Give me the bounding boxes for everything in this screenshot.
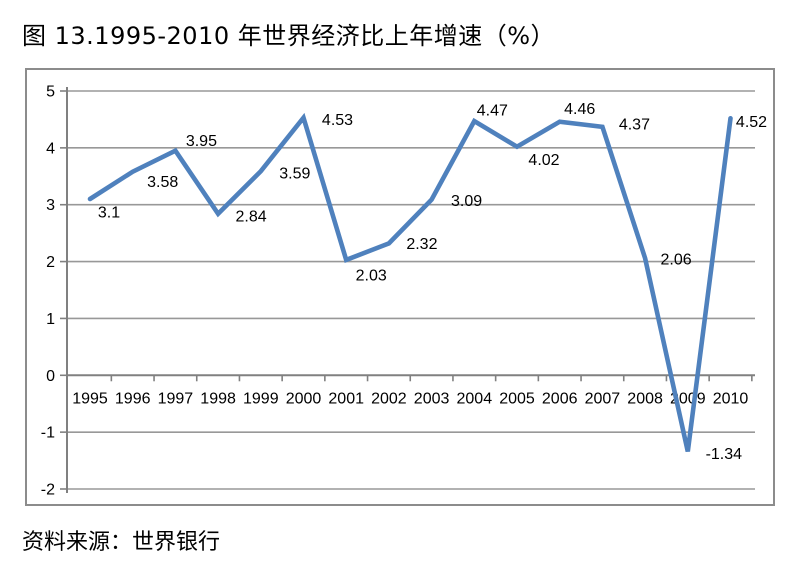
x-axis-year-label: 2007 xyxy=(585,390,621,407)
x-axis-year-label: 2006 xyxy=(542,390,578,407)
data-point-label: -1.34 xyxy=(706,446,743,463)
data-point-label: 4.47 xyxy=(477,103,508,120)
line-chart: -2 -1 0 1 2 3 4 5 1995 1996 1997 1998 1999 2000 2001 20… xyxy=(41,84,767,499)
data-point-label: 3.59 xyxy=(279,166,310,183)
y-tick-label: 0 xyxy=(46,368,55,385)
data-point-label: 3.09 xyxy=(451,193,482,210)
y-tick-label: 2 xyxy=(46,254,55,271)
data-point-label: 3.1 xyxy=(98,205,120,222)
data-point-label: 4.02 xyxy=(528,152,559,169)
chart-frame: -2 -1 0 1 2 3 4 5 1995 1996 1997 1998 1999 2000 2001 20… xyxy=(25,68,775,506)
x-axis-year-label: 1995 xyxy=(72,390,108,407)
x-axis-year-label: 2003 xyxy=(414,390,450,407)
data-point-label: 4.53 xyxy=(322,112,353,129)
y-tick-label: 5 xyxy=(46,84,55,101)
x-axis-year-label: 1997 xyxy=(158,390,194,407)
source-note: 资料来源：世界银行 xyxy=(22,530,221,555)
y-tick-label: 4 xyxy=(46,140,55,157)
data-point-label: 4.52 xyxy=(736,114,767,131)
x-axis-year-label: 1998 xyxy=(200,390,236,407)
x-axis-year-label: 2004 xyxy=(457,390,493,407)
x-axis-year-label: 1999 xyxy=(243,390,279,407)
data-point-label: 4.37 xyxy=(619,116,650,133)
data-point-label: 2.32 xyxy=(406,236,437,253)
chart-title: 图 13.1995-2010 年世界经济比上年增速（%） xyxy=(22,22,556,50)
x-axis-year-label: 1996 xyxy=(115,390,151,407)
y-tick-label: -2 xyxy=(41,482,55,499)
data-series-line xyxy=(87,112,733,452)
y-tick-label: 3 xyxy=(46,197,55,214)
data-point-label: 2.84 xyxy=(236,208,267,225)
x-axis-year-label: 2000 xyxy=(286,390,322,407)
x-axis-year-label: 2002 xyxy=(371,390,407,407)
x-axis-year-label: 2010 xyxy=(713,390,749,407)
data-point-label: 3.95 xyxy=(186,133,217,150)
data-point-label: 2.03 xyxy=(356,267,387,284)
data-point-label: 2.06 xyxy=(661,252,692,269)
y-tick-label: 1 xyxy=(46,311,55,328)
x-axis-year-label: 2001 xyxy=(328,390,364,407)
x-axis-year-label: 2005 xyxy=(499,390,535,407)
data-point-label: 3.58 xyxy=(147,174,178,191)
data-point-label: 4.46 xyxy=(564,101,595,118)
x-axis-year-label: 2008 xyxy=(627,390,663,407)
y-tick-label: -1 xyxy=(41,425,55,442)
